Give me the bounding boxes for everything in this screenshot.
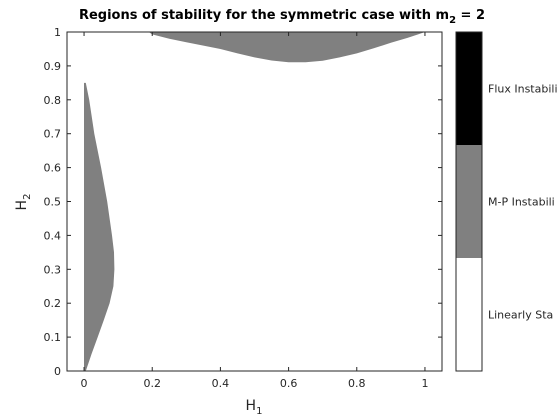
y-tick-label: 0.9 bbox=[44, 60, 62, 73]
y-tick-label: 0.2 bbox=[44, 297, 62, 310]
x-tick-label: 1 bbox=[421, 377, 428, 390]
y-tick-label: 0.5 bbox=[44, 196, 62, 209]
y-tick-label: 1 bbox=[54, 26, 61, 39]
y-tick-label: 0.6 bbox=[44, 162, 62, 175]
region-mp-instability-1 bbox=[84, 82, 115, 372]
colorbar: Linearly Sta M-P Instabili Flux Instabili bbox=[455, 31, 558, 372]
colorbar-segment-mp-instability bbox=[456, 145, 482, 258]
colorbar-segment-flux-instability bbox=[456, 32, 482, 145]
x-axis-label-subscript: 1 bbox=[256, 406, 262, 417]
y-axis-label-subscript: 2 bbox=[22, 194, 33, 200]
y-tick-label: 0.8 bbox=[44, 94, 62, 107]
x-tick-label: 0.8 bbox=[348, 377, 366, 390]
colorbar-label-flux-instability: Flux Instabili bbox=[488, 83, 558, 96]
x-tick-label: 0.2 bbox=[143, 377, 161, 390]
chart-title-main: Regions of stability for the symmetric c… bbox=[79, 8, 449, 23]
region-mp-instability-2 bbox=[148, 32, 426, 63]
colorbar-segments: Linearly Sta M-P Instabili Flux Instabili bbox=[456, 32, 558, 371]
y-tick-label: 0.4 bbox=[44, 229, 62, 242]
chart-title: Regions of stability for the symmetric c… bbox=[79, 8, 485, 26]
x-axis-label-main: H bbox=[246, 398, 257, 414]
plot-area: 0 0.2 0.4 0.6 0.8 1 0 0.1 0.2 0.3 0.4 0.5 0.6 0.7 0.8 0… bbox=[44, 26, 443, 390]
chart-title-subscript: 2 bbox=[449, 15, 456, 26]
x-tick-label: 0.6 bbox=[280, 377, 298, 390]
y-tick-label: 0.3 bbox=[44, 263, 62, 276]
colorbar-label-linearly-stable: Linearly Sta bbox=[488, 309, 553, 322]
y-tick-label: 0.1 bbox=[44, 331, 62, 344]
y-axis-label-main: H bbox=[14, 200, 30, 211]
y-tick-label: 0.7 bbox=[44, 128, 62, 141]
y-tick-label: 0 bbox=[54, 365, 61, 378]
y-axis-label: H2 bbox=[14, 194, 33, 211]
plot-frame bbox=[66, 31, 443, 372]
plot-background bbox=[67, 32, 442, 371]
regions-layer bbox=[84, 32, 426, 372]
colorbar-segment-linearly-stable bbox=[456, 258, 482, 371]
x-axis-label: H1 bbox=[246, 398, 263, 417]
colorbar-label-mp-instability: M-P Instabili bbox=[488, 196, 555, 209]
colorbar-frame bbox=[455, 31, 483, 372]
chart-title-suffix: = 2 bbox=[456, 8, 485, 23]
x-tick-label: 0 bbox=[81, 377, 88, 390]
x-tick-label: 0.4 bbox=[212, 377, 230, 390]
